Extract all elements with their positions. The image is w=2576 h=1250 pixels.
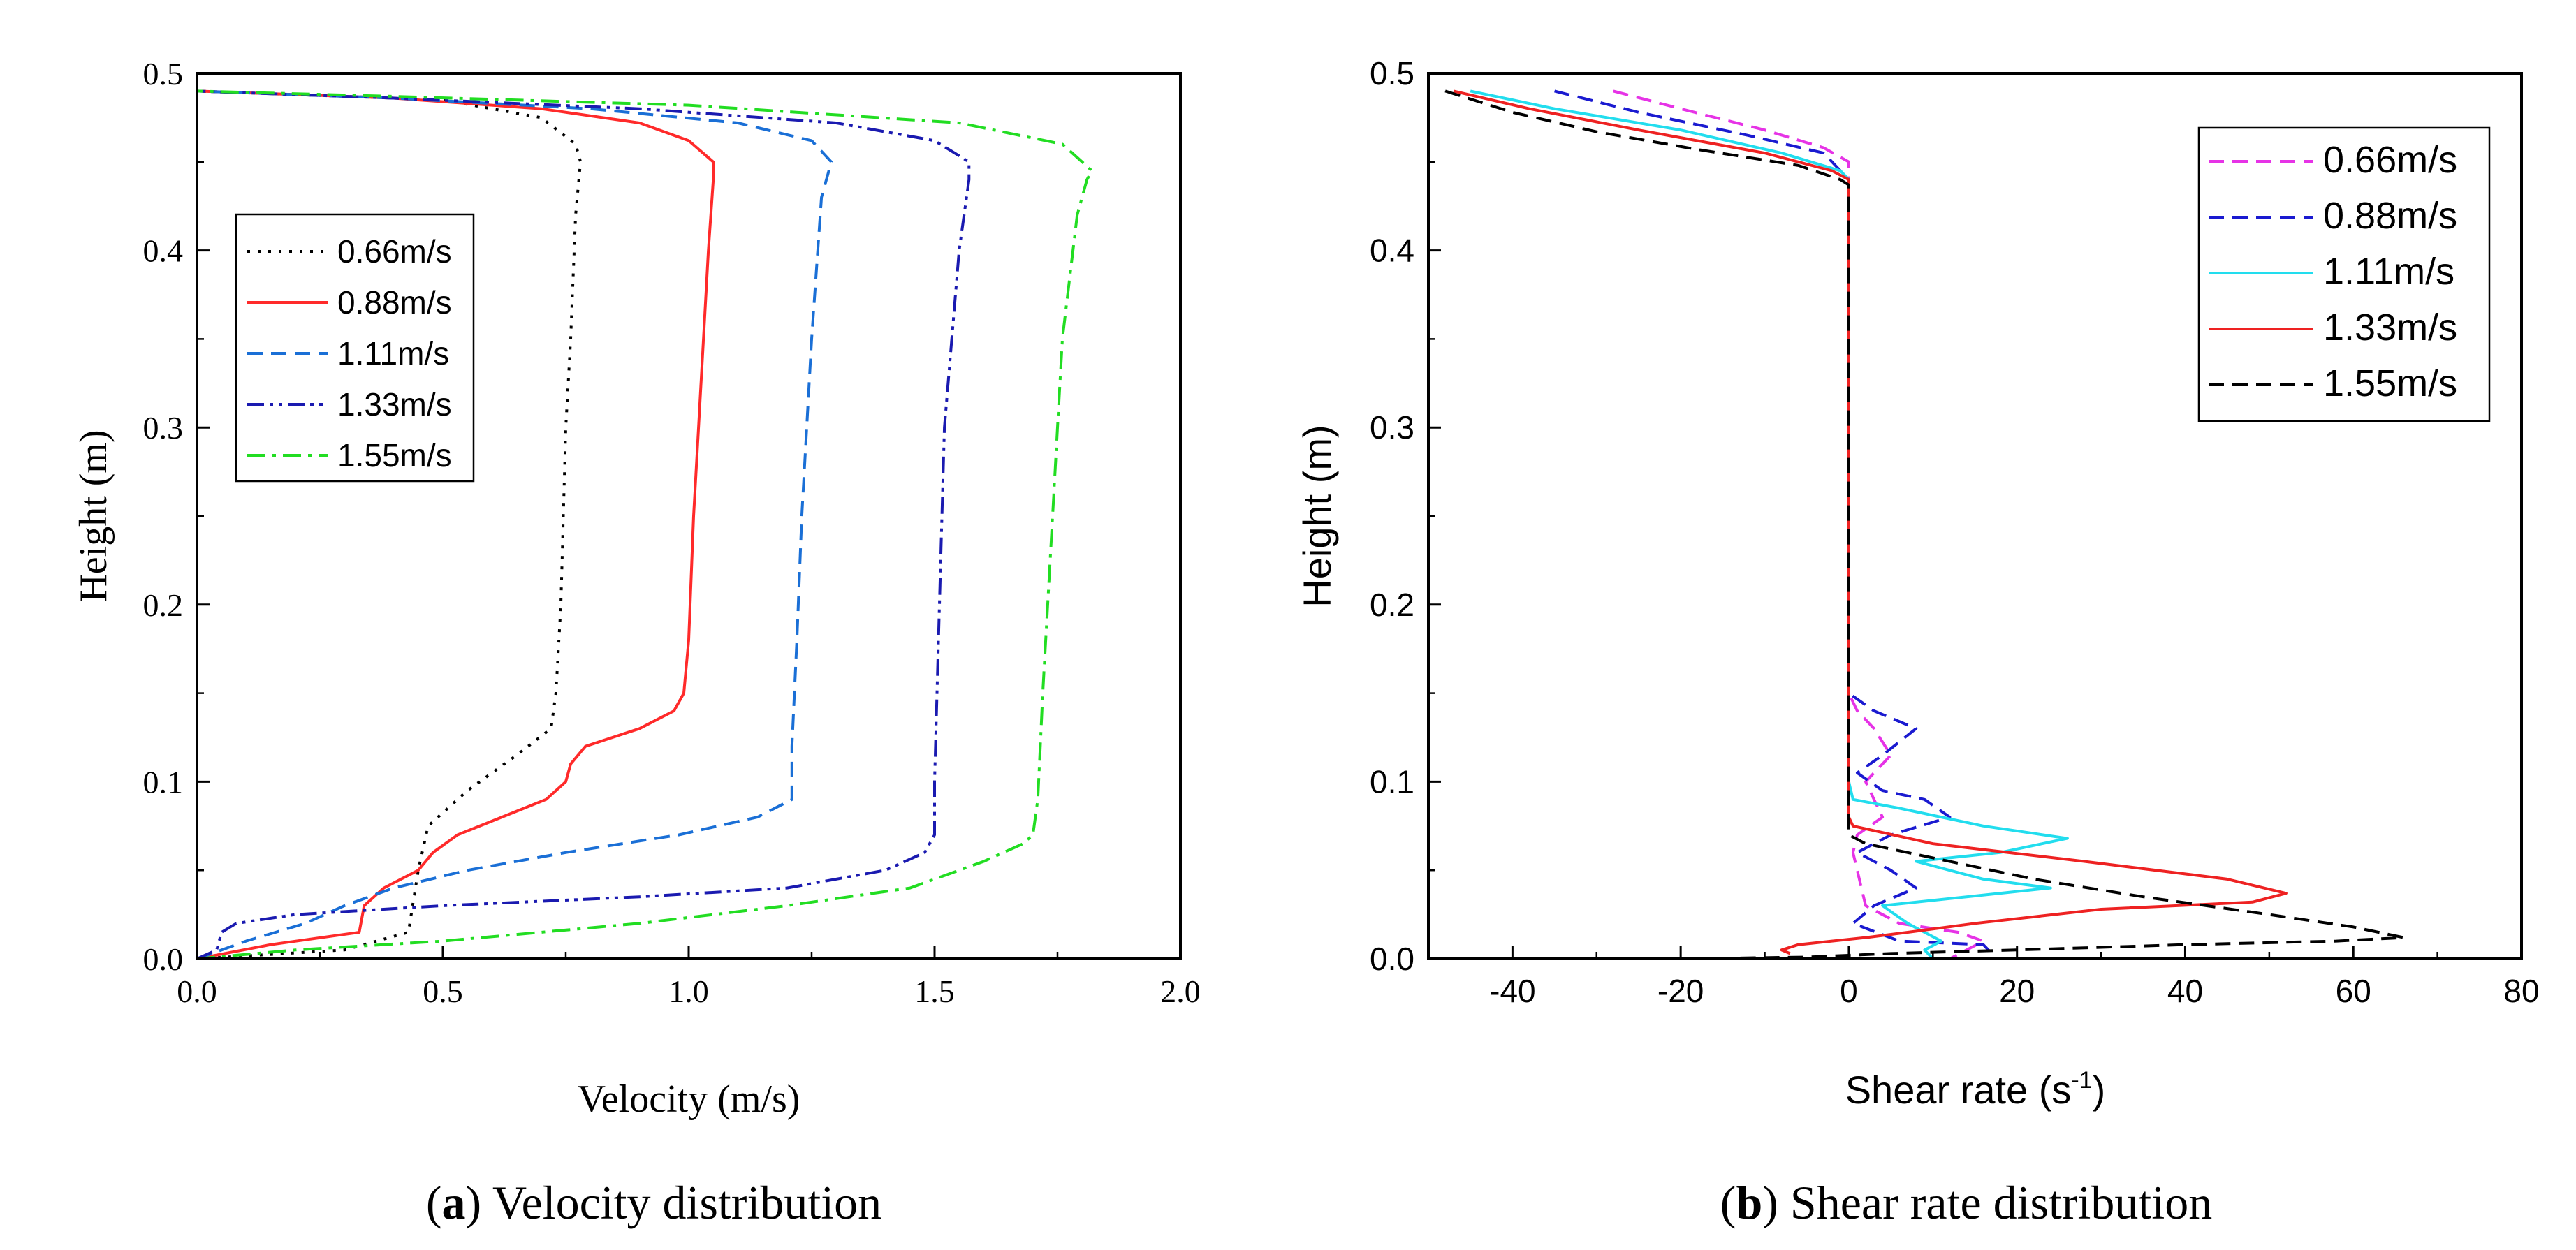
panel-a-legend-label: 1.11m/s: [337, 335, 449, 372]
panel-b-x-tick-label: 60: [2336, 973, 2371, 1009]
panel-b-series-line-0-66m-s: [1613, 89, 1985, 959]
panel-a-caption-text: Velocity distribution: [492, 1176, 881, 1229]
panel-b-x-tick-label: 20: [1999, 973, 2035, 1009]
panel-b-series-line-0-88m-s: [1554, 89, 1993, 955]
panel-b-y-tick-label: 0.4: [1370, 233, 1414, 269]
panel-b-x-tick-label: 80: [2503, 973, 2539, 1009]
panel-b-y-tick-label: 0.3: [1370, 409, 1414, 446]
panel-a-legend-box: [235, 213, 475, 483]
panel-a-caption: (a) Velocity distribution: [426, 1176, 881, 1229]
panel-a-y-tick-label: 0.4: [143, 233, 184, 269]
panel-a-legend-label: 0.88m/s: [337, 284, 452, 321]
panel-a-x-tick-label: 0.5: [423, 973, 463, 1009]
panel-b-legend-label: 0.88m/s: [2323, 195, 2457, 237]
panel-b-caption-label: b: [1736, 1176, 1762, 1229]
panel-a-y-tick-label: 0.1: [143, 764, 184, 800]
panel-a-series-line-1-33m-s: [197, 89, 971, 959]
panel-a-ticks: 0.0 0.5 1.0 1.5 2.0 0.0 0.1 0.2 0.3 0.4 0.5: [143, 56, 1201, 1009]
panel-b-shear-rate-chart: -40 -20 0 20 40 60 80 0.0 0.1 0.2 0.3 0.4 0.5 Shear …: [1295, 55, 2540, 1229]
panel-a-legend-entries: 0.66m/s 0.88m/s 1.11m/s 1.33m/s 1.55m/s: [247, 233, 452, 473]
panel-a-x-tick-label: 2.0: [1160, 973, 1201, 1009]
panel-a-y-tick-label: 0.0: [143, 941, 184, 977]
panel-b-series-line-1-55m-s: [1444, 89, 2406, 959]
panel-a-series-line-1-55m-s: [197, 89, 1094, 959]
panel-a-series-line-0-88m-s: [197, 89, 715, 959]
panel-b-y-axis-title: Height (m): [1295, 425, 1339, 607]
panel-b-x-tick-label: -40: [1489, 973, 1535, 1009]
panel-b-series-group: [1444, 89, 2406, 959]
panel-a-x-tick-label: 1.5: [914, 973, 955, 1009]
panel-a-y-axis-title: Height (m): [72, 429, 115, 602]
panel-a-series-group: [197, 89, 1094, 959]
panel-a-velocity-chart: 0.0 0.5 1.0 1.5 2.0 0.0 0.1 0.2 0.3 0.4 0.5 Veloci…: [72, 56, 1201, 1229]
panel-b-caption: (b) Shear rate distribution: [1720, 1176, 2212, 1229]
panel-b-y-tick-label: 0.5: [1370, 55, 1414, 91]
panel-a-x-axis-title: Velocity (m/s): [578, 1078, 800, 1121]
panel-b-x-tick-label: 40: [2167, 973, 2203, 1009]
panel-b-y-tick-label: 0.1: [1370, 763, 1414, 800]
panel-b-legend-entries: 0.66m/s 0.88m/s 1.11m/s 1.33m/s 1.55m/s: [2209, 139, 2457, 404]
panel-a-x-tick-label: 1.0: [668, 973, 709, 1009]
panel-a-x-tick-label: 0.0: [177, 973, 217, 1009]
panel-b-legend-label: 0.66m/s: [2323, 139, 2457, 181]
panel-a-y-tick-label: 0.3: [143, 410, 184, 446]
panel-b-x-tick-label: 0: [1840, 973, 1858, 1009]
panel-b-series-line-1-33m-s: [1453, 89, 2288, 955]
panel-a-legend-label: 0.66m/s: [337, 233, 452, 270]
panel-a-y-tick-label: 0.2: [143, 587, 184, 623]
panel-b-legend-label: 1.55m/s: [2323, 362, 2457, 404]
panel-b-caption-text: Shear rate distribution: [1790, 1176, 2212, 1229]
panel-b-legend-label: 1.33m/s: [2323, 307, 2457, 348]
panel-a-y-tick-label: 0.5: [143, 56, 184, 91]
panel-b-x-tick-label: -20: [1657, 973, 1704, 1009]
panel-a-legend-label: 1.55m/s: [337, 437, 452, 473]
panel-b-x-axis-title: Shear rate (s-1): [1845, 1067, 2106, 1112]
panel-a-legend-label: 1.33m/s: [337, 386, 452, 422]
panel-b-legend: 0.66m/s 0.88m/s 1.11m/s 1.33m/s 1.55m/s: [2197, 126, 2491, 422]
panel-b-ticks: -40 -20 0 20 40 60 80 0.0 0.1 0.2 0.3 0.4 0.5: [1370, 55, 2540, 1009]
panel-b-y-tick-label: 0.0: [1370, 941, 1414, 977]
panel-b-series-line-1-11m-s: [1470, 89, 2069, 959]
panel-a-legend: 0.66m/s 0.88m/s 1.11m/s 1.33m/s 1.55m/s: [235, 213, 475, 483]
panel-a-caption-label: a: [442, 1176, 466, 1229]
panel-b-legend-label: 1.11m/s: [2323, 251, 2454, 293]
panel-a-series-line-1-11m-s: [197, 89, 833, 959]
panel-b-y-tick-label: 0.2: [1370, 587, 1414, 623]
